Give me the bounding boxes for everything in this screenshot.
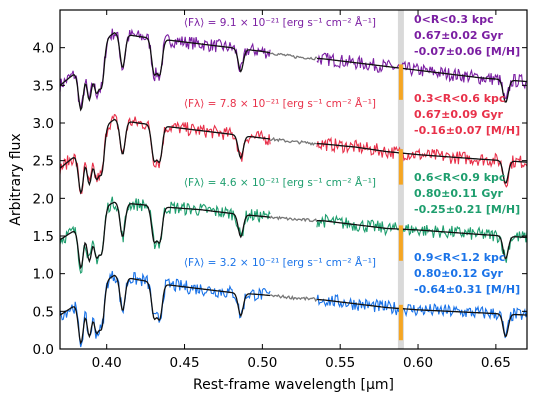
- x-tick-label: 0.55: [325, 355, 355, 371]
- gap-interpolation: [269, 136, 318, 146]
- model-fit-line: [59, 32, 271, 112]
- flux-label: ⟨Fλ⟩ = 9.1 × 10⁻²¹ [erg s⁻¹ cm⁻² Å⁻¹]: [184, 16, 376, 29]
- flux-label: ⟨Fλ⟩ = 7.8 × 10⁻²¹ [erg s⁻¹ cm⁻² Å⁻¹]: [184, 97, 376, 110]
- y-axis-label: Arbitrary flux: [8, 133, 24, 225]
- flux-label: ⟨Fλ⟩ = 3.2 × 10⁻²¹ [erg s⁻¹ cm⁻² Å⁻¹]: [184, 256, 376, 269]
- series-annotation: 0<R<0.3 kpc: [414, 13, 494, 26]
- gap-interpolation: [269, 215, 318, 223]
- series-annotation: -0.16±0.07 [M/H]: [414, 124, 520, 137]
- spectrum-series: [59, 196, 528, 275]
- series-annotation: 0.67±0.09 Gyr: [414, 108, 504, 121]
- series-annotation: 0.3<R<0.6 kpc: [414, 92, 505, 105]
- model-fit-line: [316, 142, 528, 184]
- frame-layer: [59, 9, 528, 350]
- observed-spectrum: [316, 213, 528, 263]
- x-tick-label: 0.45: [170, 355, 200, 371]
- flux-label: ⟨Fλ⟩ = 4.6 × 10⁻²¹ [erg s⁻¹ cm⁻² Å⁻¹]: [184, 176, 376, 189]
- series-annotation: -0.07±0.06 [M/H]: [414, 45, 520, 58]
- model-fit-line: [59, 118, 271, 195]
- model-fit-line: [316, 298, 528, 338]
- x-tick-label: 0.65: [481, 355, 511, 371]
- x-tick-label: 0.40: [92, 355, 122, 371]
- series-annotation: 0.80±0.11 Gyr: [414, 187, 504, 200]
- y-tick-label: 4.0: [33, 41, 54, 57]
- y-tick-label: 0.5: [33, 304, 54, 320]
- x-axis-label: Rest-frame wavelength [μm]: [193, 377, 394, 393]
- series-annotation: 0.67±0.02 Gyr: [414, 29, 504, 42]
- model-fit-line: [316, 57, 528, 103]
- model-fit-line: [59, 201, 271, 270]
- x-tick-label: 0.50: [247, 355, 277, 371]
- y-tick-label: 3.0: [33, 116, 54, 132]
- series-annotation: 0.6<R<0.9 kpc: [414, 171, 505, 184]
- model-fit-line: [59, 274, 271, 345]
- y-tick-label: 1.5: [33, 229, 54, 245]
- gap-interpolation: [269, 293, 318, 303]
- series-annotation: 0.80±0.12 Gyr: [414, 267, 504, 280]
- text-layer: ⟨Fλ⟩ = 9.1 × 10⁻²¹ [erg s⁻¹ cm⁻² Å⁻¹] 0<R…: [184, 13, 520, 296]
- gap-interpolation: [269, 52, 317, 61]
- y-tick-label: 2.0: [33, 191, 54, 207]
- y-tick-label: 3.5: [33, 78, 54, 94]
- y-tick-label: 1.0: [33, 267, 54, 283]
- observed-spectrum: [316, 136, 528, 188]
- y-tick-label: 2.5: [33, 154, 54, 170]
- spectrum-series: [59, 28, 528, 112]
- series-annotation: -0.64±0.31 [M/H]: [414, 283, 520, 296]
- model-fit-line: [316, 219, 528, 260]
- series-layer: [59, 28, 528, 348]
- spectrum-series: [59, 113, 528, 195]
- series-annotation: -0.25±0.21 [M/H]: [414, 203, 520, 216]
- plot-frame: [59, 9, 528, 350]
- y-tick-label: 0.0: [33, 342, 54, 358]
- ticks-layer: 0.40 0.45 0.50 0.55 0.60 0.65 0.0 0.5 1.0 1.5 2.0 2…: [33, 10, 527, 371]
- spectrum-series: [59, 270, 528, 348]
- series-annotation: 0.9<R<1.2 kpc: [414, 251, 505, 264]
- x-tick-label: 0.60: [403, 355, 433, 371]
